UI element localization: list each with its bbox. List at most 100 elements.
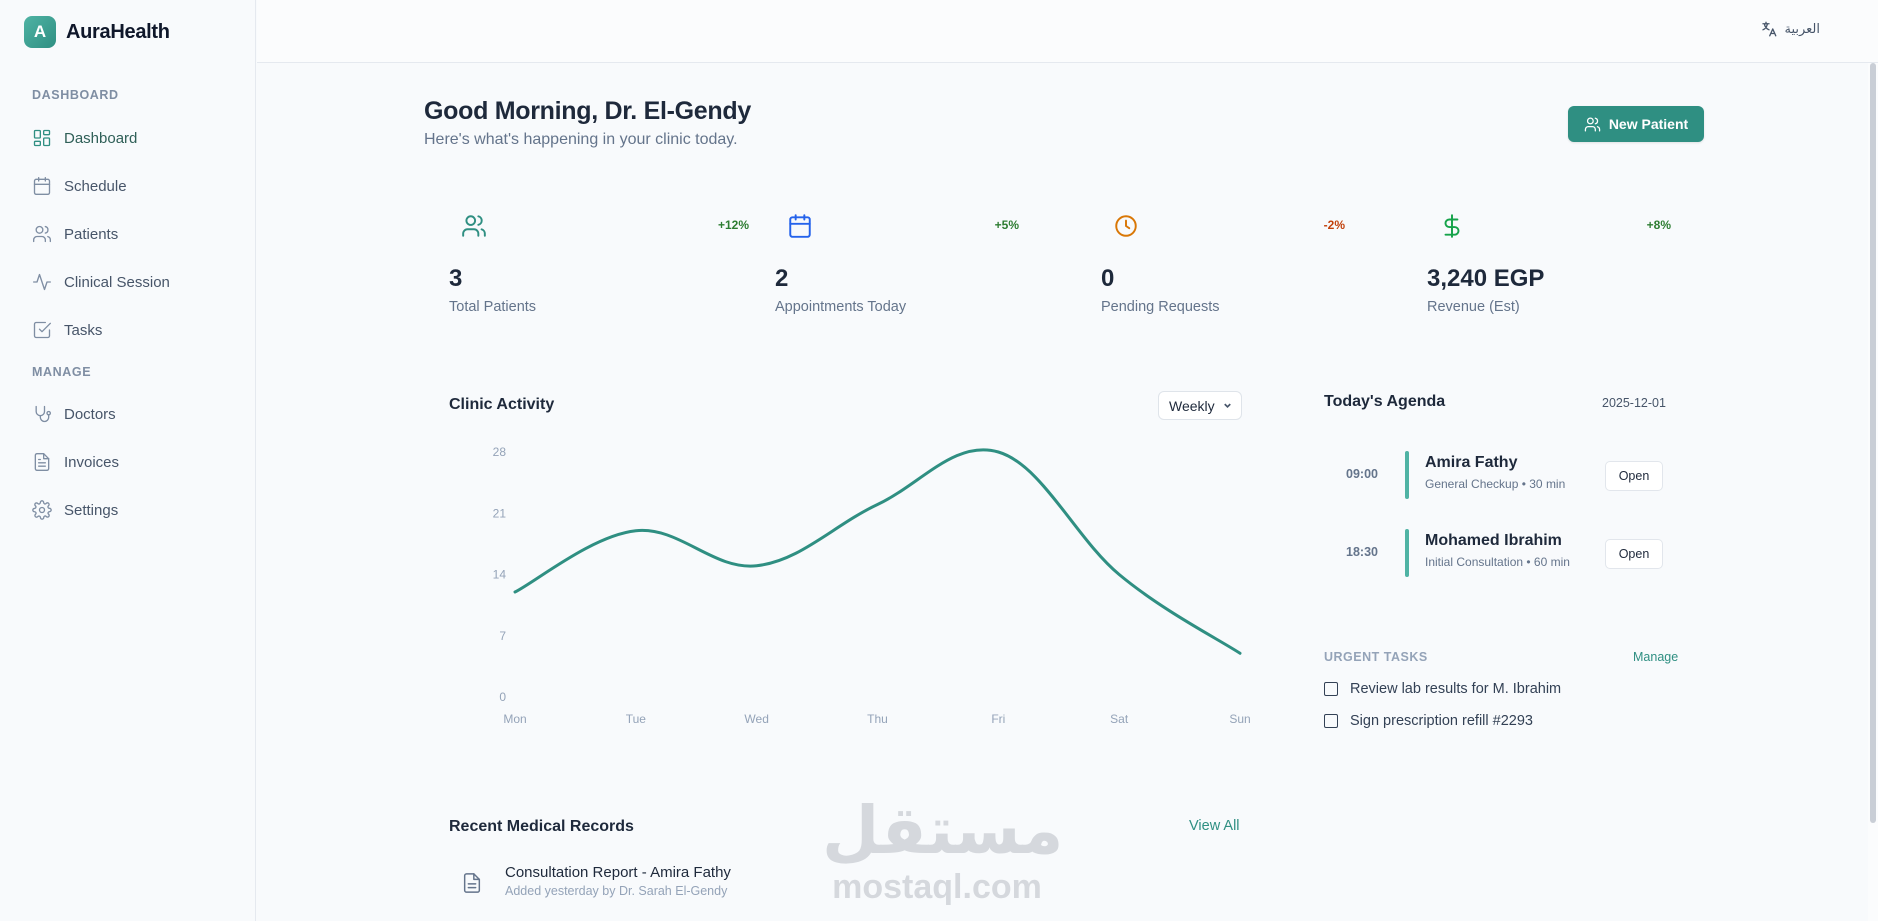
file-text-icon: [34, 453, 50, 471]
record-item[interactable]: Consultation Report - Amira Fathy Added …: [449, 862, 1049, 912]
manage-tasks-link[interactable]: Manage: [1633, 650, 1679, 664]
stethoscope-icon: [35, 405, 52, 423]
task-label: Review lab results for M. Ibrahim: [1350, 681, 1562, 697]
agenda-accent-bar: [1405, 529, 1409, 577]
stat-label: Pending Requests: [1101, 299, 1220, 315]
dashboard-icon: [33, 129, 51, 147]
dollar-icon: [1444, 214, 1460, 238]
view-all-records-link[interactable]: View All: [1189, 818, 1240, 834]
scrollbar-thumb[interactable]: [1870, 63, 1876, 823]
agenda-open-button[interactable]: Open: [1605, 539, 1663, 569]
stat-value: 0: [1101, 265, 1115, 292]
sidebar-item-invoices[interactable]: Invoices: [32, 448, 119, 476]
stat-label: Revenue (Est): [1427, 299, 1520, 315]
sidebar-item-settings[interactable]: Settings: [32, 496, 118, 524]
agenda-item: 18:30 Mohamed Ibrahim Initial Consultati…: [1340, 526, 1680, 580]
y-tick-label: 7: [499, 629, 506, 643]
x-tick-label: Fri: [991, 712, 1005, 726]
users-icon: [33, 225, 52, 243]
file-icon: [463, 873, 481, 893]
agenda-date: 2025-12-01: [1602, 396, 1666, 410]
task-item: Sign prescription refill #2293: [1324, 713, 1533, 729]
agenda-open-button[interactable]: Open: [1605, 461, 1663, 491]
period-select[interactable]: Weekly: [1158, 391, 1242, 420]
y-tick-label: 0: [499, 690, 506, 704]
page-title: Good Morning, Dr. El-Gendy: [424, 97, 751, 125]
task-checkbox[interactable]: [1324, 714, 1338, 728]
language-label: العربية: [1784, 21, 1820, 36]
stat-value: 3,240 EGP: [1427, 265, 1545, 292]
agenda-detail: Initial Consultation • 60 min: [1425, 555, 1570, 569]
y-tick-label: 21: [493, 506, 507, 520]
task-checkbox[interactable]: [1324, 682, 1338, 696]
task-label: Sign prescription refill #2293: [1350, 713, 1533, 729]
task-item: Review lab results for M. Ibrahim: [1324, 681, 1561, 697]
stat-card-appointments: +5% 2 Appointments Today: [775, 210, 1019, 320]
stat-change: +5%: [994, 218, 1019, 232]
agenda-time: 09:00: [1346, 467, 1378, 481]
stat-change: +12%: [717, 218, 749, 232]
agenda-title: Today's Agenda: [1324, 393, 1446, 410]
agenda-item: 09:00 Amira Fathy General Checkup • 30 m…: [1340, 448, 1680, 502]
page-subtitle: Here's what's happening in your clinic t…: [424, 131, 738, 148]
chevron-down-icon: [1224, 403, 1231, 409]
agenda-accent-bar: [1405, 451, 1409, 499]
stat-card-pending-requests: -2% 0 Pending Requests: [1101, 210, 1345, 320]
nav-section-manage: MANAGE: [32, 365, 92, 379]
sidebar: A AuraHealth DASHBOARD Dashboard Schedul…: [0, 0, 256, 921]
stat-change: -2%: [1323, 218, 1345, 232]
stat-label: Total Patients: [449, 299, 537, 315]
new-patient-label: New Patient: [1608, 116, 1689, 132]
app-name: AuraHealth: [66, 20, 170, 43]
calendar-icon: [33, 177, 51, 195]
watermark-latin: mostaql.com: [832, 868, 1042, 906]
record-subtitle: Added yesterday by Dr. Sarah El-Gendy: [505, 884, 728, 898]
stat-value: 2: [775, 265, 789, 292]
translate-icon: [1762, 21, 1777, 37]
records-title: Recent Medical Records: [449, 818, 634, 835]
clinic-activity-chart: 0 7 14 21 28 Mon Tue Wed Thu Fri Sat Sun: [493, 445, 1250, 726]
series-line: [513, 448, 1242, 655]
watermark-arabic: مستقل: [822, 793, 1064, 867]
nav-section-dashboard: DASHBOARD: [32, 88, 119, 102]
agenda-time: 18:30: [1346, 545, 1378, 559]
y-tick-label: 28: [493, 445, 507, 459]
sidebar-item-label: Clinical Session: [64, 273, 170, 291]
new-patient-button[interactable]: New Patient: [1568, 106, 1704, 142]
record-title: Consultation Report - Amira Fathy: [505, 864, 731, 881]
watermark: مستقل mostaql.com: [822, 790, 1064, 908]
y-tick-label: 14: [493, 568, 507, 582]
x-tick-label: Wed: [744, 712, 768, 726]
sidebar-item-doctors[interactable]: Doctors: [32, 400, 116, 428]
x-tick-label: Tue: [626, 712, 647, 726]
agenda-patient-name: Mohamed Ibrahim: [1425, 532, 1562, 549]
brand[interactable]: A AuraHealth: [24, 16, 170, 48]
chart-title: Clinic Activity: [449, 396, 555, 413]
urgent-tasks-title: URGENT TASKS: [1324, 650, 1428, 664]
sidebar-item-label: Invoices: [64, 453, 120, 471]
sidebar-item-label: Schedule: [64, 177, 127, 195]
calendar-icon: [789, 214, 811, 238]
stat-change: +8%: [1646, 218, 1671, 232]
topbar: العربية: [257, 0, 1878, 63]
stat-label: Appointments Today: [775, 299, 907, 315]
sidebar-item-clinical-session[interactable]: Clinical Session: [32, 268, 170, 296]
sidebar-item-schedule[interactable]: Schedule: [32, 172, 127, 200]
activity-icon: [33, 273, 51, 291]
sidebar-item-dashboard[interactable]: Dashboard: [32, 124, 137, 152]
sidebar-item-tasks[interactable]: Tasks: [32, 316, 102, 344]
language-toggle[interactable]: العربية: [1760, 20, 1820, 38]
agenda-detail: General Checkup • 30 min: [1425, 477, 1566, 491]
sidebar-item-patients[interactable]: Patients: [32, 220, 118, 248]
period-select-value: Weekly: [1169, 397, 1215, 414]
sidebar-item-label: Tasks: [64, 321, 103, 339]
stat-card-total-patients: +12% 3 Total Patients: [449, 210, 749, 320]
users-icon: [462, 215, 486, 237]
x-tick-label: Sat: [1110, 712, 1129, 726]
stat-card-revenue: +8% 3,240 EGP Revenue (Est): [1427, 210, 1671, 320]
sidebar-item-label: Doctors: [64, 405, 116, 423]
users-icon: [1584, 116, 1601, 132]
x-tick-label: Mon: [503, 712, 526, 726]
sidebar-item-label: Dashboard: [64, 129, 138, 147]
stat-value: 3: [449, 265, 463, 292]
